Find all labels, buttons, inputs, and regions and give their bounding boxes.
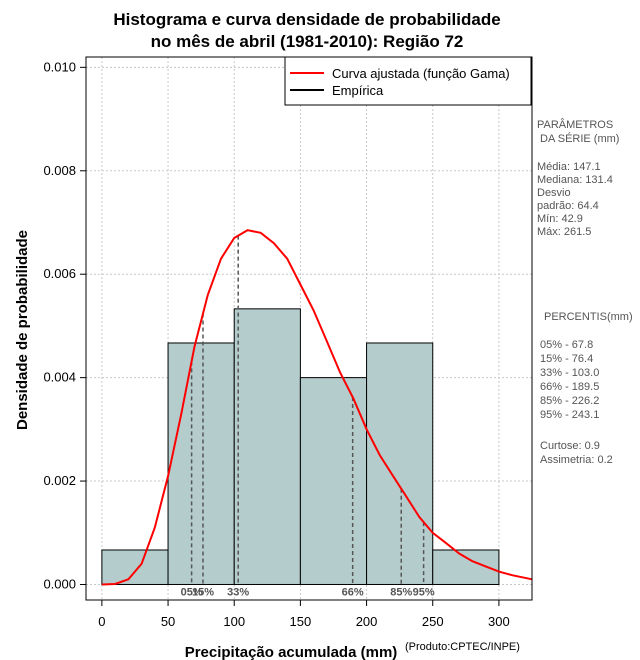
chart-title-line2: no mês de abril (1981-2010): Região 72 [151,32,464,51]
params-title-2: DA SÉRIE (mm) [540,132,619,145]
percentile-markers: 05%15% 33% 66% 85% 95% [181,235,435,598]
param-line-3: padrão: 64.4 [537,200,599,212]
percentile-line-4: 85% - 226.2 [540,395,599,407]
fitted-curve [101,229,533,586]
percentile-label-33%: 33% [227,586,249,598]
stat-line-0: Curtose: 0.9 [540,440,600,452]
percentiles-list: 05% - 67.8 15% - 76.4 33% - 103.0 66% - 189… [540,339,599,421]
stats-list: Curtose: 0.9 Assimetria: 0.2 [540,440,613,466]
x-axis-ticks: 0 50 100 150 200 250 300 [98,600,510,629]
histogram-bars [101,308,500,585]
x-tick-label-1: 50 [161,614,175,629]
param-line-1: Mediana: 131.4 [537,174,613,186]
x-tick-label-4: 200 [356,614,378,629]
y-axis-ticks: 0.000 0.002 0.004 0.006 0.008 0.010 [43,59,86,591]
histogram-bar-0 [101,549,169,585]
legend-box [284,56,532,106]
percentile-line-0: 05% - 67.8 [540,339,593,351]
percentile-label-95%: 95% [413,586,435,598]
percentile-line-3: 66% - 189.5 [540,381,599,393]
histogram-bar-1 [167,342,235,585]
percentile-label-15%: 15% [192,586,214,598]
y-tick-label-4: 0.008 [43,163,76,178]
legend: Curva ajustada (função Gama) Empírica [284,56,532,106]
stat-line-1: Assimetria: 0.2 [540,454,613,466]
percentile-line-1: 15% - 76.4 [540,353,593,365]
x-axis-label: Precipitação acumulada (mm) [185,644,398,660]
x-tick-label-5: 250 [422,614,444,629]
histogram-bar-2 [233,308,301,585]
param-line-5: Máx: 261.5 [537,226,591,238]
y-tick-label-1: 0.002 [43,473,76,488]
x-tick-label-2: 100 [223,614,245,629]
percentile-line-2: 33% - 103.0 [540,367,599,379]
chart-title-line1: Histograma e curva densidade de probabil… [113,10,500,29]
x-tick-label-6: 300 [488,614,510,629]
y-axis-label: Densidade de probabilidade [14,230,31,430]
credit-text: (Produto:CPTEC/INPE) [405,641,520,653]
percentile-label-66%: 66% [342,586,364,598]
param-line-4: Mín: 42.9 [537,213,583,225]
percentiles-title: PERCENTIS(mm) [544,311,633,323]
y-tick-label-2: 0.004 [43,370,76,385]
side-panel: PARÂMETROS DA SÉRIE (mm) Média: 147.1Med… [537,118,633,466]
legend-label-fitted: Curva ajustada (função Gama) [332,66,510,81]
histogram-bar-4 [366,342,434,585]
percentile-line-5: 95% - 243.1 [540,409,599,421]
percentile-label-85%: 85% [390,586,412,598]
y-tick-label-5: 0.010 [43,59,76,74]
x-tick-label-0: 0 [98,614,105,629]
x-tick-label-3: 150 [290,614,312,629]
y-tick-label-0: 0.000 [43,576,76,591]
params-title-1: PARÂMETROS [537,118,613,131]
legend-label-empirical: Empírica [332,83,384,98]
histogram-bar-3 [299,377,368,585]
param-line-2: Desvio [537,187,571,199]
param-line-0: Média: 147.1 [537,161,601,173]
y-tick-label-3: 0.006 [43,266,76,281]
percentile-label-05%: 05% [181,586,203,598]
